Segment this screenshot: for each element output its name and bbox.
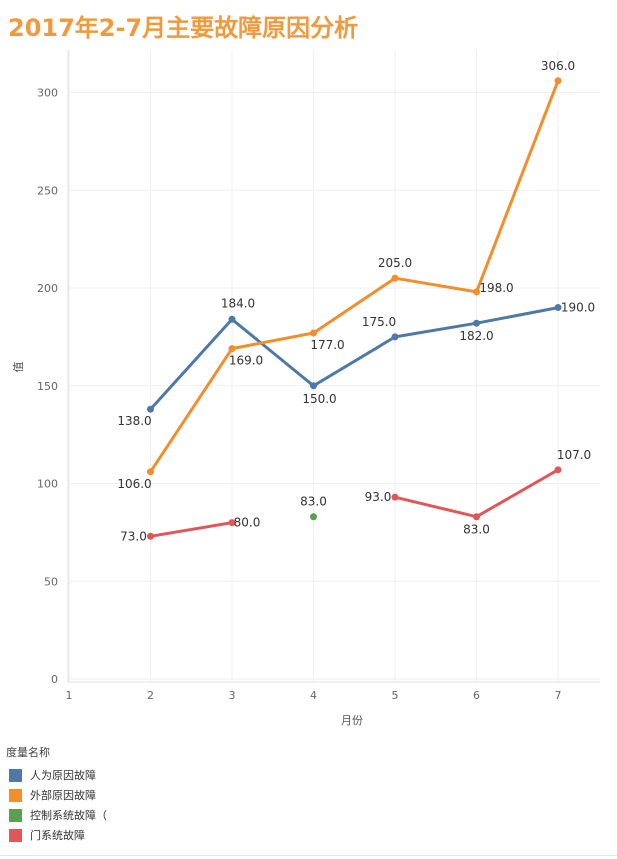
y-axis-title: 值 — [12, 362, 25, 373]
data-label: 198.0 — [479, 281, 513, 295]
legend-label-control: 控制系统故障（ — [30, 809, 107, 822]
data-point — [391, 493, 399, 501]
legend-swatch-human — [9, 768, 22, 782]
data-point — [554, 304, 562, 312]
legend-item-door[interactable]: 门系统故障 — [6, 825, 107, 845]
data-point — [310, 329, 317, 337]
data-label: 175.0 — [362, 315, 396, 329]
data-point — [147, 532, 154, 540]
data-point — [554, 77, 562, 85]
y-tick-label: 0 — [51, 673, 58, 686]
x-tick-label: 3 — [229, 689, 236, 702]
x-tick-label: 1 — [66, 689, 73, 702]
data-point — [228, 345, 236, 353]
data-point — [228, 315, 236, 323]
data-label: 190.0 — [561, 301, 595, 315]
legend-item-external[interactable]: 外部原因故障 — [6, 785, 107, 805]
y-tick-label: 100 — [37, 478, 58, 491]
legend-label-door: 门系统故障 — [30, 829, 85, 842]
x-axis-title: 月份 — [341, 714, 363, 727]
data-label: 182.0 — [459, 329, 493, 343]
x-tick-label: 2 — [147, 689, 154, 702]
data-label: 73.0 — [120, 529, 147, 543]
data-point — [310, 513, 317, 521]
data-label: 306.0 — [541, 59, 575, 73]
line-chart: 0 50 100 150 200 250 300 1 2 3 4 5 6 7 月份 值 138.0 184.0 15… — [12, 50, 600, 727]
legend-title: 度量名称 — [6, 746, 50, 759]
series-line — [149, 79, 560, 474]
legend-item-human[interactable]: 人为原因故障 — [6, 765, 107, 785]
data-point — [473, 513, 480, 521]
data-point — [391, 274, 399, 282]
legend-label-human: 人为原因故障 — [30, 769, 96, 782]
x-tick-label: 4 — [310, 689, 317, 702]
data-label: 83.0 — [300, 495, 327, 509]
data-label: 93.0 — [365, 490, 392, 504]
data-label: 169.0 — [229, 354, 263, 368]
legend-swatch-control — [9, 808, 22, 822]
y-tick-label: 200 — [37, 282, 58, 295]
data-label: 106.0 — [117, 477, 151, 491]
series-line — [149, 521, 234, 538]
data-label: 184.0 — [221, 296, 255, 310]
data-point — [473, 319, 480, 327]
legend-swatch-external — [9, 788, 22, 802]
x-tick-label: 6 — [473, 689, 480, 702]
series-line — [149, 306, 560, 411]
y-tick-label: 50 — [44, 575, 58, 588]
y-tick-label: 150 — [37, 380, 58, 393]
data-point — [147, 468, 154, 476]
data-point — [147, 405, 154, 413]
data-label: 138.0 — [117, 414, 151, 428]
data-label: 83.0 — [463, 523, 490, 537]
legend-swatch-door — [9, 828, 22, 842]
y-tick-label: 250 — [37, 184, 58, 197]
bottom-divider — [0, 855, 617, 856]
data-point — [391, 333, 399, 341]
data-point — [310, 382, 317, 390]
data-point — [228, 519, 236, 527]
x-tick-label: 7 — [555, 689, 562, 702]
data-label: 107.0 — [557, 448, 591, 462]
y-tick-label: 300 — [37, 87, 58, 100]
chart-title: 2017年2-7月主要故障原因分析 — [8, 14, 359, 42]
data-point — [473, 288, 480, 296]
legend: 度量名称 人为原因故障 外部原因故障 控制系统故障（ 门系统故障 — [6, 744, 107, 845]
legend-label-external: 外部原因故障 — [30, 789, 96, 802]
x-tick-label: 5 — [392, 689, 399, 702]
data-label: 80.0 — [234, 516, 261, 530]
legend-item-control[interactable]: 控制系统故障（ — [6, 805, 107, 825]
data-point — [554, 466, 562, 474]
data-label: 150.0 — [302, 392, 336, 406]
data-label: 177.0 — [310, 338, 344, 352]
data-label: 205.0 — [378, 256, 412, 270]
